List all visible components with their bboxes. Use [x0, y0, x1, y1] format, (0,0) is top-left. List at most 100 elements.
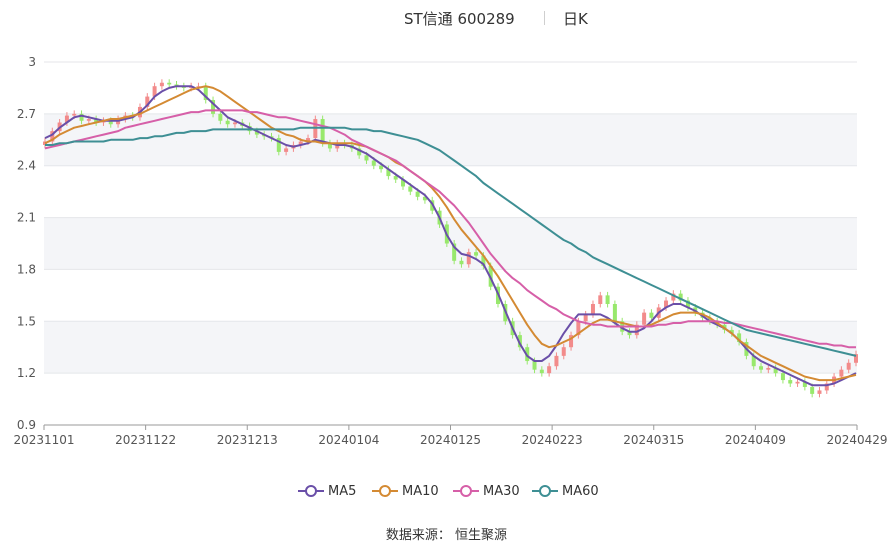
legend-marker-ma5	[298, 485, 324, 497]
candle-body	[729, 329, 734, 334]
candle-body	[547, 366, 552, 374]
candle-body	[459, 260, 464, 265]
candle-body	[386, 169, 391, 177]
candle-body	[218, 113, 223, 121]
candle-body	[671, 293, 676, 301]
candle-body	[196, 86, 201, 88]
legend-item-ma10[interactable]: MA10	[372, 481, 439, 501]
series-line-ma60	[45, 126, 857, 357]
legend-item-ma30[interactable]: MA30	[453, 481, 520, 501]
candle-body	[452, 243, 457, 261]
candle-body	[685, 300, 690, 308]
x-tick-label: 20240409	[725, 433, 786, 447]
x-tick-label: 20240315	[623, 433, 684, 447]
grid-band	[44, 217, 857, 270]
candle-body	[751, 355, 756, 367]
candle-body	[810, 386, 815, 394]
legend-label-ma30: MA30	[483, 483, 520, 499]
candle-body	[225, 120, 230, 125]
candle-body	[795, 381, 800, 384]
candle-body	[108, 120, 113, 125]
candle-body	[802, 381, 807, 387]
candle-body	[854, 354, 858, 363]
legend: MA5 MA10 MA30 MA60	[0, 481, 893, 501]
candle-body	[824, 383, 829, 391]
candle-body	[79, 113, 84, 121]
candle-body	[232, 122, 237, 125]
candle-body	[415, 191, 420, 197]
candle-body	[401, 179, 406, 187]
candle-body	[94, 119, 99, 123]
y-tick-label: 2.1	[17, 211, 36, 225]
candle-body	[634, 324, 639, 336]
candle-body	[364, 155, 369, 161]
legend-item-ma5[interactable]: MA5	[298, 481, 356, 501]
x-tick-label: 20240223	[522, 433, 583, 447]
candle-body	[408, 186, 413, 192]
candle-body	[211, 100, 216, 114]
candle-body	[576, 321, 581, 336]
x-tick-label: 20240104	[318, 433, 379, 447]
candle-body	[517, 335, 522, 348]
x-tick-label: 20231122	[115, 433, 176, 447]
title-divider	[544, 11, 545, 25]
candle-body	[159, 82, 164, 87]
y-tick-label: 3	[28, 55, 36, 69]
chart-header: ST信通 600289 日K	[0, 6, 893, 30]
candle-body	[590, 304, 595, 315]
legend-item-ma60[interactable]: MA60	[532, 481, 599, 501]
candle-body	[737, 333, 742, 343]
y-tick-label: 1.2	[17, 366, 36, 380]
candle-body	[481, 255, 486, 266]
candle-body	[598, 295, 603, 304]
candle-body	[664, 300, 669, 308]
candle-body	[539, 369, 544, 374]
x-tick-label: 20240429	[826, 433, 887, 447]
candle-body	[320, 119, 325, 144]
candle-body	[627, 331, 632, 336]
candle-body	[788, 380, 793, 384]
legend-marker-ma10	[372, 485, 398, 497]
candle-body	[64, 115, 69, 123]
candle-body	[357, 148, 362, 156]
legend-label-ma60: MA60	[562, 483, 599, 499]
candle-body	[612, 304, 617, 322]
candle-body	[371, 160, 376, 166]
candle-body	[50, 131, 55, 142]
candle-body	[167, 82, 172, 85]
candle-body	[327, 143, 332, 149]
candle-body	[780, 373, 785, 381]
candle-body	[532, 361, 537, 370]
legend-label-ma5: MA5	[328, 483, 357, 499]
candle-body	[649, 312, 654, 318]
series-line-ma30	[44, 109, 856, 349]
candle-body	[605, 295, 610, 304]
y-tick-label: 2.4	[17, 159, 36, 173]
candle-body	[466, 252, 471, 265]
candle-body	[554, 355, 559, 367]
candle-body	[306, 138, 311, 142]
candle-body	[773, 367, 778, 374]
candle-body	[846, 362, 851, 370]
legend-marker-ma60	[532, 485, 558, 497]
candle-body	[817, 390, 822, 394]
x-tick-label: 20231213	[217, 433, 278, 447]
candle-body	[276, 138, 281, 152]
candle-body	[561, 347, 566, 356]
y-tick-label: 2.7	[17, 107, 36, 121]
candle-body	[422, 196, 427, 201]
chart-title: ST信通 600289	[404, 10, 515, 28]
data-source: 数据来源： 恒生聚源	[385, 528, 508, 543]
candle-body	[254, 131, 259, 135]
legend-marker-ma30	[453, 485, 479, 497]
candle-body	[766, 367, 771, 370]
y-tick-label: 1.8	[17, 262, 36, 276]
y-tick-label: 0.9	[17, 418, 36, 432]
candle-body	[72, 113, 77, 116]
period-label: 日K	[563, 10, 588, 28]
candle-body	[474, 252, 479, 256]
candle-body	[284, 148, 289, 152]
grid-band	[44, 321, 857, 374]
candle-body	[569, 335, 574, 348]
